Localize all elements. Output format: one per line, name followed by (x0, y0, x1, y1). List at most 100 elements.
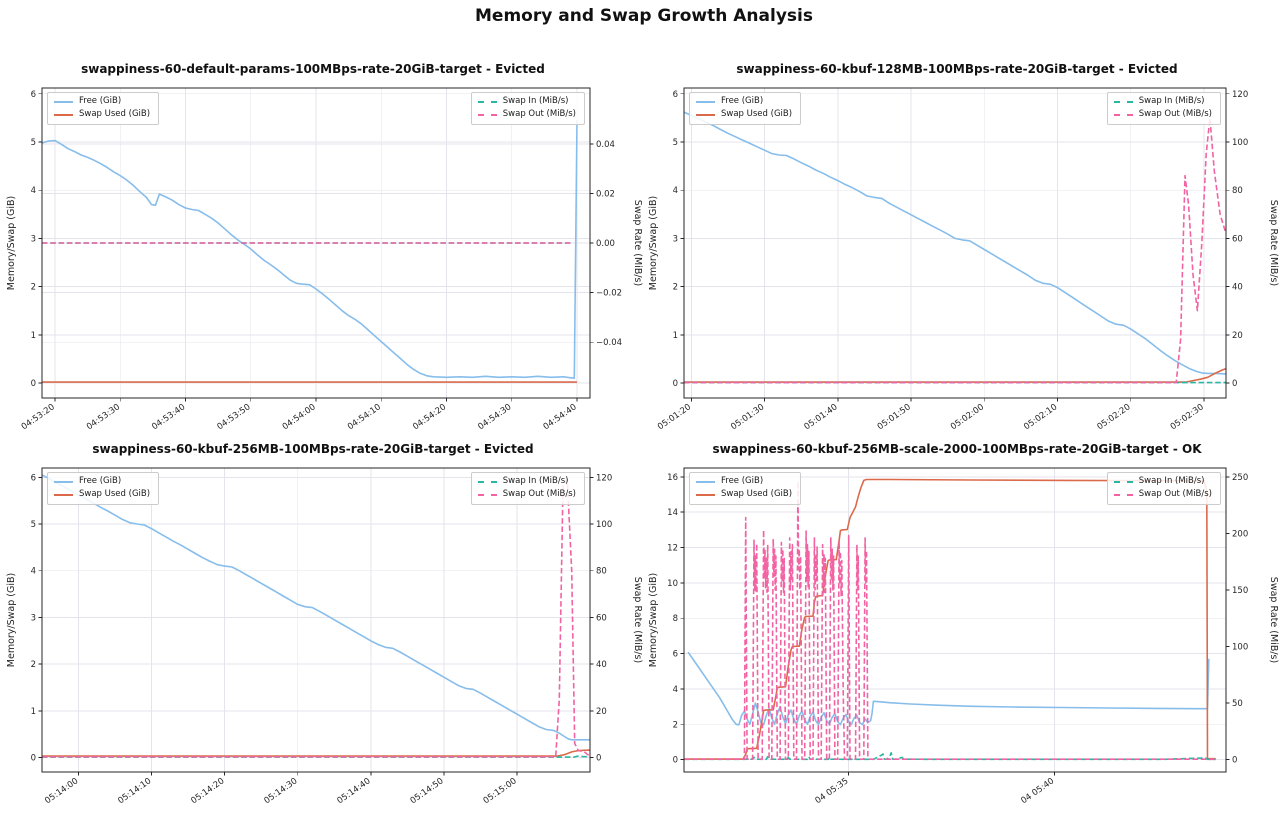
legend-item-free: Free (GiB) (54, 476, 150, 487)
left-y-tick-label: 6 (31, 90, 36, 100)
right-y-tick-label: 0 (1232, 756, 1237, 766)
left-axis-label: Memory/Swap (GiB) (6, 196, 17, 290)
free-line (684, 111, 1226, 375)
tick-marks (680, 93, 1230, 402)
series-group (684, 111, 1226, 384)
chart-title-default-params: swappiness-60-default-params-100MBps-rat… (81, 62, 545, 76)
chart-title-kbuf-256mb: swappiness-60-kbuf-256MB-100MBps-rate-20… (92, 442, 534, 456)
legend-item-swap-out: Swap Out (MiB/s) (477, 108, 576, 120)
gridlines (684, 468, 1226, 772)
legend-item-swap-used: Swap Used (GiB) (696, 489, 792, 500)
legend-label: Swap In (MiB/s) (502, 476, 569, 486)
swap-used-line-swatch (696, 493, 715, 496)
swap-out-line-swatch (1113, 113, 1133, 116)
right-axis-label: Swap Rate (MiB/s) (632, 577, 643, 663)
tick-marks (38, 476, 594, 776)
free-line-swatch (696, 100, 715, 103)
swap-used-line (684, 367, 1226, 383)
legend-item-free: Free (GiB) (54, 96, 150, 107)
tick-marks (680, 476, 1230, 776)
right-y-tick-label: −0.04 (596, 338, 622, 348)
left-y-tick-label: 0 (673, 756, 678, 766)
swap-out-line (42, 478, 590, 758)
right-axis-label: Swap Rate (MiB/s) (1268, 577, 1279, 663)
swap-used-line (42, 749, 590, 757)
left-y-tick-label: 14 (667, 508, 678, 518)
left-y-tick-label: 1 (31, 331, 36, 341)
right-y-tick-label: 120 (596, 473, 612, 483)
legend-label: Swap Out (MiB/s) (1138, 488, 1212, 499)
free-line-swatch (696, 480, 715, 483)
right-y-tick-label: 200 (1232, 529, 1248, 539)
swap-in-line-swatch (1113, 480, 1133, 483)
legend-label: Swap In (MiB/s) (502, 96, 569, 106)
left-y-tick-label: 4 (31, 567, 36, 577)
legend-item-free: Free (GiB) (696, 96, 792, 107)
left-y-tick-label: 16 (667, 473, 678, 483)
legend-label: Free (GiB) (79, 96, 122, 106)
legend-item-swap-used: Swap Used (GiB) (54, 109, 150, 120)
right-y-tick-label: 80 (596, 567, 607, 577)
right-y-tick-label: 120 (1232, 90, 1248, 100)
x-tick-label: 05:15:00 (482, 776, 519, 806)
subplot-kbuf-256mb-scale-2000: swappiness-60-kbuf-256MB-scale-2000-100M… (644, 424, 1288, 824)
right-y-tick-label: 0.02 (596, 189, 615, 199)
gridlines (42, 468, 590, 772)
page-title: Memory and Swap Growth Analysis (475, 6, 813, 26)
x-tick-label: 05:14:00 (43, 776, 80, 806)
left-y-tick-label: 5 (31, 520, 36, 530)
legend-item-swap-in: Swap In (MiB/s) (477, 96, 576, 107)
swap-out-line-swatch (477, 493, 497, 496)
swap-out-line-swatch (477, 113, 497, 116)
left-y-tick-label: 5 (31, 138, 36, 148)
left-y-tick-label: 2 (31, 283, 36, 293)
swap-in-line-swatch (477, 480, 497, 483)
right-y-tick-label: 40 (596, 660, 607, 670)
x-tick-label: 05:14:40 (336, 776, 373, 806)
right-y-tick-label: 50 (1232, 699, 1243, 709)
swap-out-line (684, 117, 1226, 384)
free-line-swatch (54, 100, 73, 103)
chart-canvas: 04:53:20 04:53:30 04:53:40 04:53:50 04:54:00… (6, 87, 643, 432)
chart-canvas: 05:01:20 05:01:30 05:01:40 05:01:50 05:02:00… (648, 87, 1279, 432)
swap-used-line-swatch (696, 113, 715, 116)
right-y-tick-label: 100 (1232, 643, 1248, 653)
series-group (684, 478, 1216, 761)
right-y-tick-label: 20 (596, 707, 607, 717)
right-y-tick-label: 100 (1232, 138, 1248, 148)
legend-item-swap-out: Swap Out (MiB/s) (1113, 108, 1212, 120)
legend-memory: Free (GiB) Swap Used (GiB) (689, 472, 802, 505)
left-y-tick-label: 6 (673, 650, 678, 660)
free-line (42, 474, 590, 741)
subplot-kbuf-128mb: swappiness-60-kbuf-128MB-100MBps-rate-20… (644, 38, 1288, 436)
swap-used-line-swatch (54, 113, 73, 116)
swap-in-line-swatch (1113, 100, 1133, 103)
left-y-tick-label: 8 (673, 614, 678, 624)
right-y-tick-label: −0.02 (596, 289, 622, 299)
legend-label: Swap In (MiB/s) (1138, 96, 1205, 106)
legend-label: Swap Out (MiB/s) (1138, 108, 1212, 119)
legend-label: Swap Out (MiB/s) (502, 488, 576, 499)
legend-item-swap-used: Swap Used (GiB) (696, 108, 793, 120)
right-y-tick-label: 80 (1232, 186, 1243, 196)
x-tick-label: 05:14:30 (262, 776, 299, 806)
tick-marks (38, 93, 594, 402)
right-y-tick-label: 20 (1232, 331, 1243, 341)
chart-canvas: 05:14:00 05:14:10 05:14:20 05:14:30 05:14:40… (6, 467, 643, 806)
left-y-tick-label: 4 (673, 186, 678, 196)
plot-border (683, 467, 1227, 773)
chart-title-kbuf-128mb: swappiness-60-kbuf-128MB-100MBps-rate-20… (736, 62, 1178, 76)
left-y-tick-label: 3 (31, 613, 36, 623)
free-line (42, 120, 578, 379)
swap-used-line-swatch (54, 493, 73, 496)
series-group (42, 120, 578, 383)
free-line (687, 651, 1210, 726)
right-y-tick-label: 250 (1232, 473, 1248, 483)
gridlines (684, 88, 1226, 398)
legend-item-swap-in: Swap In (MiB/s) (477, 476, 576, 487)
legend-label: Swap Out (MiB/s) (502, 108, 576, 119)
legend-swap-rate: Swap In (MiB/s) Swap Out (MiB/s) (470, 472, 585, 505)
left-y-tick-label: 0 (673, 379, 678, 389)
left-y-tick-label: 5 (673, 138, 678, 148)
legend-label: Swap Used (GiB) (721, 108, 793, 119)
